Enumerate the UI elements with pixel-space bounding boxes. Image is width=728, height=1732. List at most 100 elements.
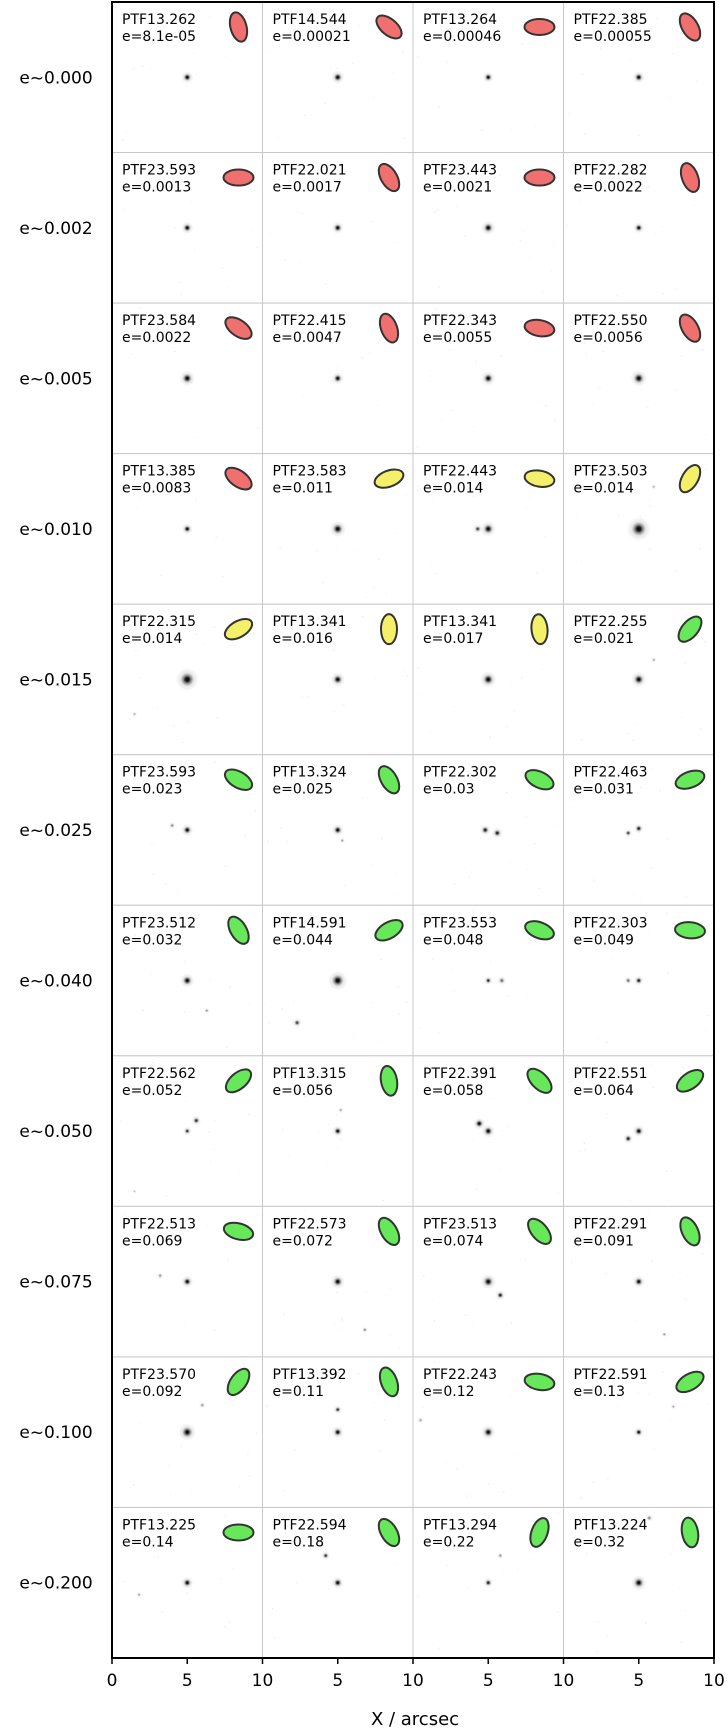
- noise-speck: [135, 327, 138, 329]
- noise-speck: [248, 1003, 250, 1005]
- noise-speck: [139, 496, 141, 498]
- noise-speck: [473, 1321, 475, 1323]
- noise-speck: [149, 480, 152, 483]
- noise-speck: [442, 916, 445, 919]
- noise-speck: [355, 1517, 357, 1520]
- noise-speck: [183, 961, 186, 963]
- noise-speck: [307, 787, 310, 789]
- noise-speck: [662, 1371, 664, 1373]
- noise-speck: [602, 350, 604, 353]
- noise-speck: [674, 389, 677, 391]
- noise-speck: [649, 505, 651, 507]
- ellipticity-label: e=0.0013: [122, 180, 191, 196]
- noise-speck: [378, 558, 380, 561]
- noise-speck: [343, 884, 346, 887]
- noise-speck: [356, 550, 358, 552]
- noise-speck: [247, 1113, 250, 1116]
- noise-speck: [632, 640, 634, 642]
- noise-speck: [224, 1626, 226, 1628]
- noise-speck: [148, 101, 151, 103]
- noise-speck: [132, 1484, 135, 1486]
- noise-speck: [184, 923, 186, 925]
- noise-speck: [366, 596, 368, 598]
- noise-speck: [639, 748, 641, 750]
- noise-speck: [195, 74, 197, 77]
- source-core: [635, 1127, 643, 1135]
- noise-speck: [519, 239, 521, 242]
- noise-speck: [193, 52, 195, 54]
- noise-speck: [499, 174, 502, 177]
- orientation-ellipse-marker: [377, 1216, 401, 1246]
- noise-speck: [684, 1298, 686, 1300]
- ellipticity-label: e=0.0021: [423, 180, 492, 196]
- noise-speck: [213, 1329, 216, 1332]
- source-core: [183, 976, 192, 985]
- noise-speck: [335, 188, 338, 191]
- noise-speck: [288, 1373, 291, 1376]
- noise-speck: [470, 871, 473, 873]
- source-core: [193, 1117, 199, 1124]
- noise-speck: [286, 840, 289, 843]
- noise-speck: [672, 53, 674, 55]
- noise-speck: [583, 133, 586, 135]
- noise-speck: [131, 1122, 133, 1124]
- noise-speck: [316, 550, 318, 553]
- noise-speck: [569, 806, 571, 808]
- noise-speck: [492, 1296, 495, 1299]
- noise-speck: [405, 494, 408, 497]
- noise-speck: [550, 1242, 553, 1245]
- noise-speck: [134, 934, 136, 936]
- noise-speck: [635, 1293, 638, 1295]
- noise-speck: [471, 1457, 473, 1459]
- noise-speck: [593, 802, 596, 805]
- noise-speck: [585, 352, 587, 355]
- source-core: [485, 978, 491, 983]
- noise-speck: [429, 380, 431, 382]
- noise-speck: [117, 1018, 119, 1021]
- noise-speck: [702, 349, 704, 352]
- noise-speck: [433, 211, 436, 213]
- noise-speck: [605, 1273, 607, 1275]
- noise-speck: [446, 61, 449, 63]
- noise-speck: [567, 244, 569, 246]
- noise-speck: [250, 457, 253, 459]
- noise-speck: [581, 738, 583, 741]
- noise-speck: [633, 893, 635, 895]
- noise-speck: [668, 1369, 670, 1371]
- x-axis-label: X / arcsec: [371, 1709, 459, 1730]
- noise-speck: [327, 1588, 330, 1591]
- noise-speck: [353, 1071, 355, 1073]
- noise-speck: [271, 1613, 273, 1615]
- noise-speck: [416, 485, 419, 488]
- orientation-ellipse-marker: [523, 18, 556, 36]
- noise-speck: [582, 73, 584, 75]
- source-core: [625, 1135, 631, 1142]
- noise-speck: [672, 1548, 675, 1550]
- galaxy-id-label: PTF22.303: [574, 915, 648, 931]
- noise-speck: [182, 519, 184, 522]
- noise-speck: [674, 460, 676, 462]
- ellipticity-label: e=0.016: [273, 631, 334, 647]
- source-core: [323, 1553, 329, 1559]
- noise-speck: [429, 561, 432, 563]
- noise-speck: [254, 632, 256, 635]
- noise-speck: [208, 1131, 211, 1133]
- noise-speck: [272, 1218, 274, 1221]
- ellipticity-label: e=0.00021: [273, 29, 351, 45]
- noise-speck: [213, 1148, 215, 1151]
- source-core: [671, 1404, 676, 1409]
- source-core: [484, 1428, 493, 1437]
- noise-speck: [280, 827, 283, 829]
- ellipticity-label: e=0.069: [122, 1233, 182, 1249]
- orientation-ellipse-marker: [677, 615, 703, 643]
- noise-speck: [140, 466, 142, 469]
- noise-speck: [334, 466, 337, 468]
- galaxy-id-label: PTF14.591: [273, 915, 347, 931]
- noise-speck: [641, 896, 643, 899]
- source-core: [418, 1418, 423, 1423]
- noise-speck: [505, 725, 508, 728]
